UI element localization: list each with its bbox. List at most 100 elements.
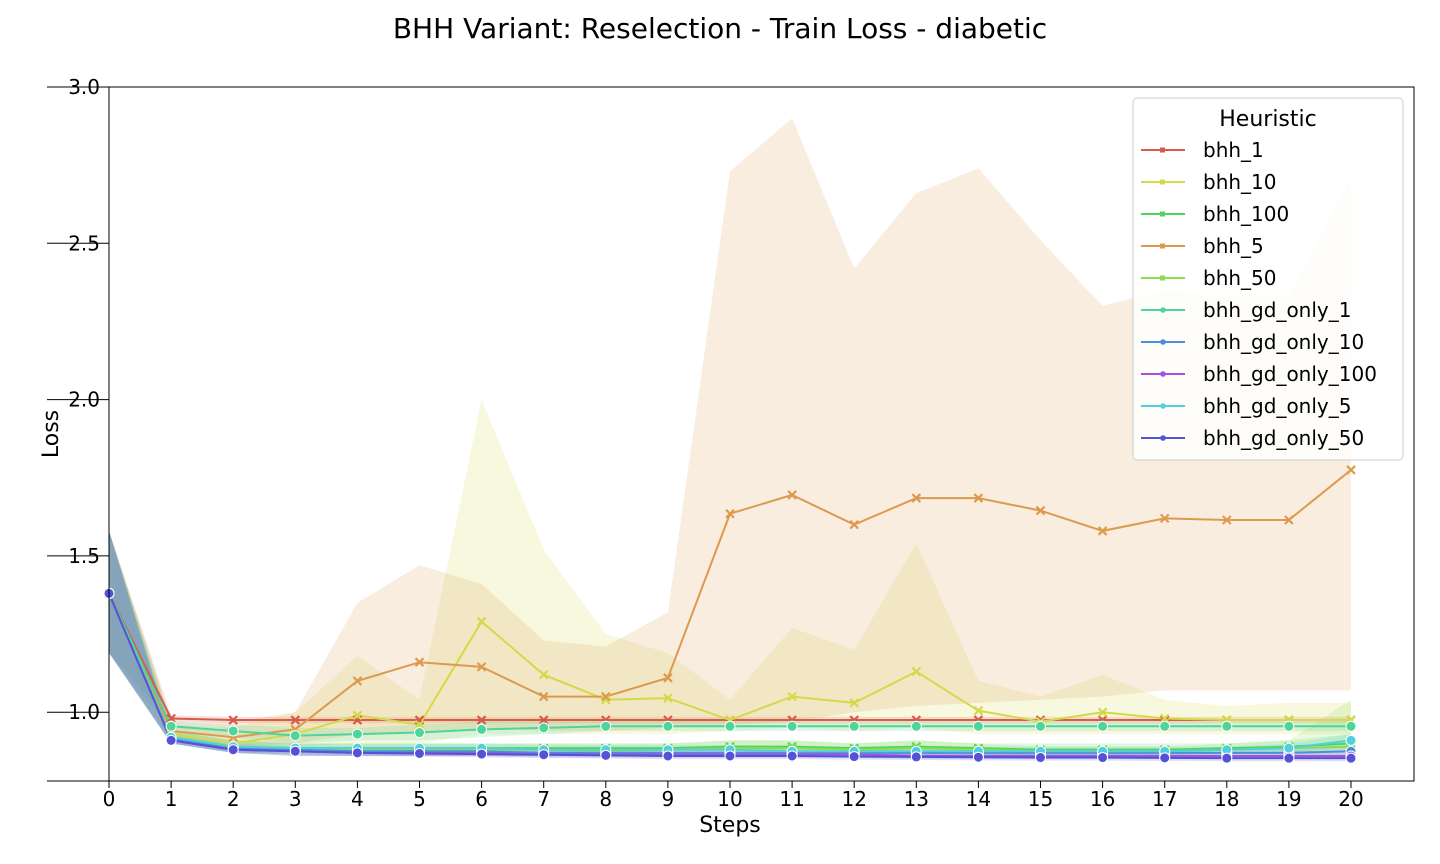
point-bhh_gd_only_1	[1345, 720, 1357, 732]
point-bhh_gd_only_50	[1221, 752, 1233, 764]
x-tick-label: 14	[966, 787, 991, 811]
point-bhh_gd_only_50	[351, 747, 363, 759]
point-bhh_gd_only_50	[538, 749, 550, 761]
point-bhh_10	[787, 691, 797, 702]
x-tick-label: 16	[1090, 787, 1115, 811]
legend-item-bhh_50: bhh_50	[1141, 266, 1277, 290]
y-axis-label: Loss	[39, 410, 64, 458]
point-bhh_gd_only_50	[227, 744, 239, 756]
legend-marker	[1160, 179, 1165, 185]
legend-label: bhh_gd_only_5	[1203, 394, 1351, 418]
y-tick-label: 1.0	[68, 700, 100, 724]
point-bhh_gd_only_1	[786, 720, 798, 732]
point-bhh_gd_only_50	[786, 750, 798, 762]
legend-marker	[1160, 307, 1166, 313]
point-bhh_5	[601, 691, 611, 702]
y-tick-label: 3.0	[68, 75, 100, 99]
x-tick-label: 0	[103, 787, 116, 811]
x-tick-label: 19	[1276, 787, 1301, 811]
point-bhh_gd_only_50	[724, 750, 736, 762]
point-bhh_10	[849, 698, 859, 708]
legend-item-bhh_gd_only_10: bhh_gd_only_10	[1141, 330, 1364, 354]
x-tick-label: 3	[289, 787, 302, 811]
x-tick-label: 1	[165, 787, 178, 811]
x-tick-label: 12	[841, 787, 866, 811]
point-bhh_gd_only_1	[1283, 720, 1295, 732]
x-tick-label: 11	[779, 787, 804, 811]
point-bhh_5	[1159, 513, 1170, 524]
point-bhh_10	[1097, 707, 1108, 718]
x-tick-label: 4	[351, 787, 364, 811]
point-bhh_gd_only_1	[227, 725, 239, 737]
legend-item-bhh_gd_only_5: bhh_gd_only_5	[1141, 394, 1351, 418]
legend-marker	[1160, 211, 1165, 217]
point-bhh_gd_only_1	[972, 720, 984, 732]
plot-frame	[108, 86, 1415, 782]
y-tick-label: 1.5	[68, 544, 100, 568]
legend: Heuristic bhh_1 bhh_10 bhh_100 bhh_5 bhh_50b…	[1132, 97, 1404, 461]
x-tick-label: 9	[662, 787, 675, 811]
legend-item-bhh_1: bhh_1	[1141, 138, 1264, 162]
point-bhh_gd_only_50	[476, 748, 488, 760]
x-tick-label: 5	[413, 787, 426, 811]
legend-title: Heuristic	[1219, 107, 1316, 132]
point-bhh_5	[849, 519, 859, 530]
point-bhh_gd_only_1	[910, 720, 922, 732]
point-bhh_gd_only_50	[848, 751, 860, 763]
point-bhh_gd_only_50	[165, 734, 177, 746]
legend-marker	[1160, 275, 1165, 281]
point-bhh_5	[1097, 526, 1108, 536]
point-bhh_gd_only_1	[1159, 720, 1171, 732]
x-axis-ticks: 0 1 2 3 4 5 6 7 8 9 10 11 12 13 14 15 16 17 18 19 20	[47, 780, 1364, 811]
point-bhh_gd_only_1	[724, 720, 736, 732]
x-tick-label: 13	[904, 787, 929, 811]
legend-label: bhh_gd_only_100	[1203, 362, 1377, 386]
x-tick-label: 10	[717, 787, 742, 811]
point-bhh_gd_only_1	[1221, 720, 1233, 732]
point-bhh_gd_only_1	[1097, 720, 1109, 732]
point-bhh_5	[787, 490, 797, 500]
point-bhh_gd_only_50	[1097, 752, 1109, 764]
point-bhh_1	[476, 715, 487, 725]
point-bhh_gd_only_50	[289, 745, 301, 757]
legend-marker	[1160, 435, 1166, 441]
point-bhh_gd_only_50	[600, 749, 612, 761]
point-bhh_10	[663, 693, 673, 703]
legend-label: bhh_50	[1203, 266, 1277, 290]
point-bhh_gd_only_1	[414, 727, 425, 739]
x-tick-label: 20	[1338, 787, 1363, 811]
legend-label: bhh_gd_only_10	[1203, 330, 1364, 354]
point-bhh_10	[911, 666, 922, 677]
point-bhh_10	[414, 719, 425, 730]
point-bhh_5	[973, 493, 984, 503]
point-bhh_gd_only_50	[662, 750, 674, 762]
point-bhh_gd_only_1	[476, 723, 488, 735]
legend-label: bhh_10	[1203, 170, 1277, 194]
x-tick-label: 2	[227, 787, 240, 811]
x-tick-label: 15	[1028, 787, 1053, 811]
point-bhh_gd_only_50	[1159, 752, 1171, 764]
point-bhh_gd_only_1	[662, 720, 674, 732]
y-tick-label: 2.0	[68, 388, 100, 412]
point-bhh_gd_only_1	[848, 720, 860, 732]
legend-item-bhh_gd_only_1: bhh_gd_only_1	[1141, 298, 1351, 322]
point-bhh_10	[1159, 713, 1170, 724]
legend-marker	[1160, 243, 1165, 249]
point-bhh_gd_only_50	[1345, 752, 1357, 764]
point-bhh_gd_only_5	[1283, 742, 1295, 754]
legend-label: bhh_gd_only_50	[1203, 426, 1364, 450]
legend-label: bhh_1	[1203, 138, 1264, 162]
band-bhh_5	[109, 118, 1351, 747]
legend-item-bhh_10: bhh_10	[1141, 170, 1277, 194]
point-bhh_gd_only_5	[1345, 734, 1357, 746]
x-tick-label: 17	[1152, 787, 1177, 811]
chart-title: BHH Variant: Reselection - Train Loss - …	[393, 12, 1047, 45]
legend-item-bhh_gd_only_50: bhh_gd_only_50	[1141, 426, 1364, 450]
legend-item-bhh_gd_only_100: bhh_gd_only_100	[1141, 362, 1377, 386]
x-tick-label: 7	[537, 787, 550, 811]
point-bhh_5	[663, 673, 673, 683]
point-bhh_5	[352, 676, 363, 686]
point-bhh_gd_only_50	[972, 751, 984, 763]
point-bhh_5	[1222, 515, 1232, 525]
